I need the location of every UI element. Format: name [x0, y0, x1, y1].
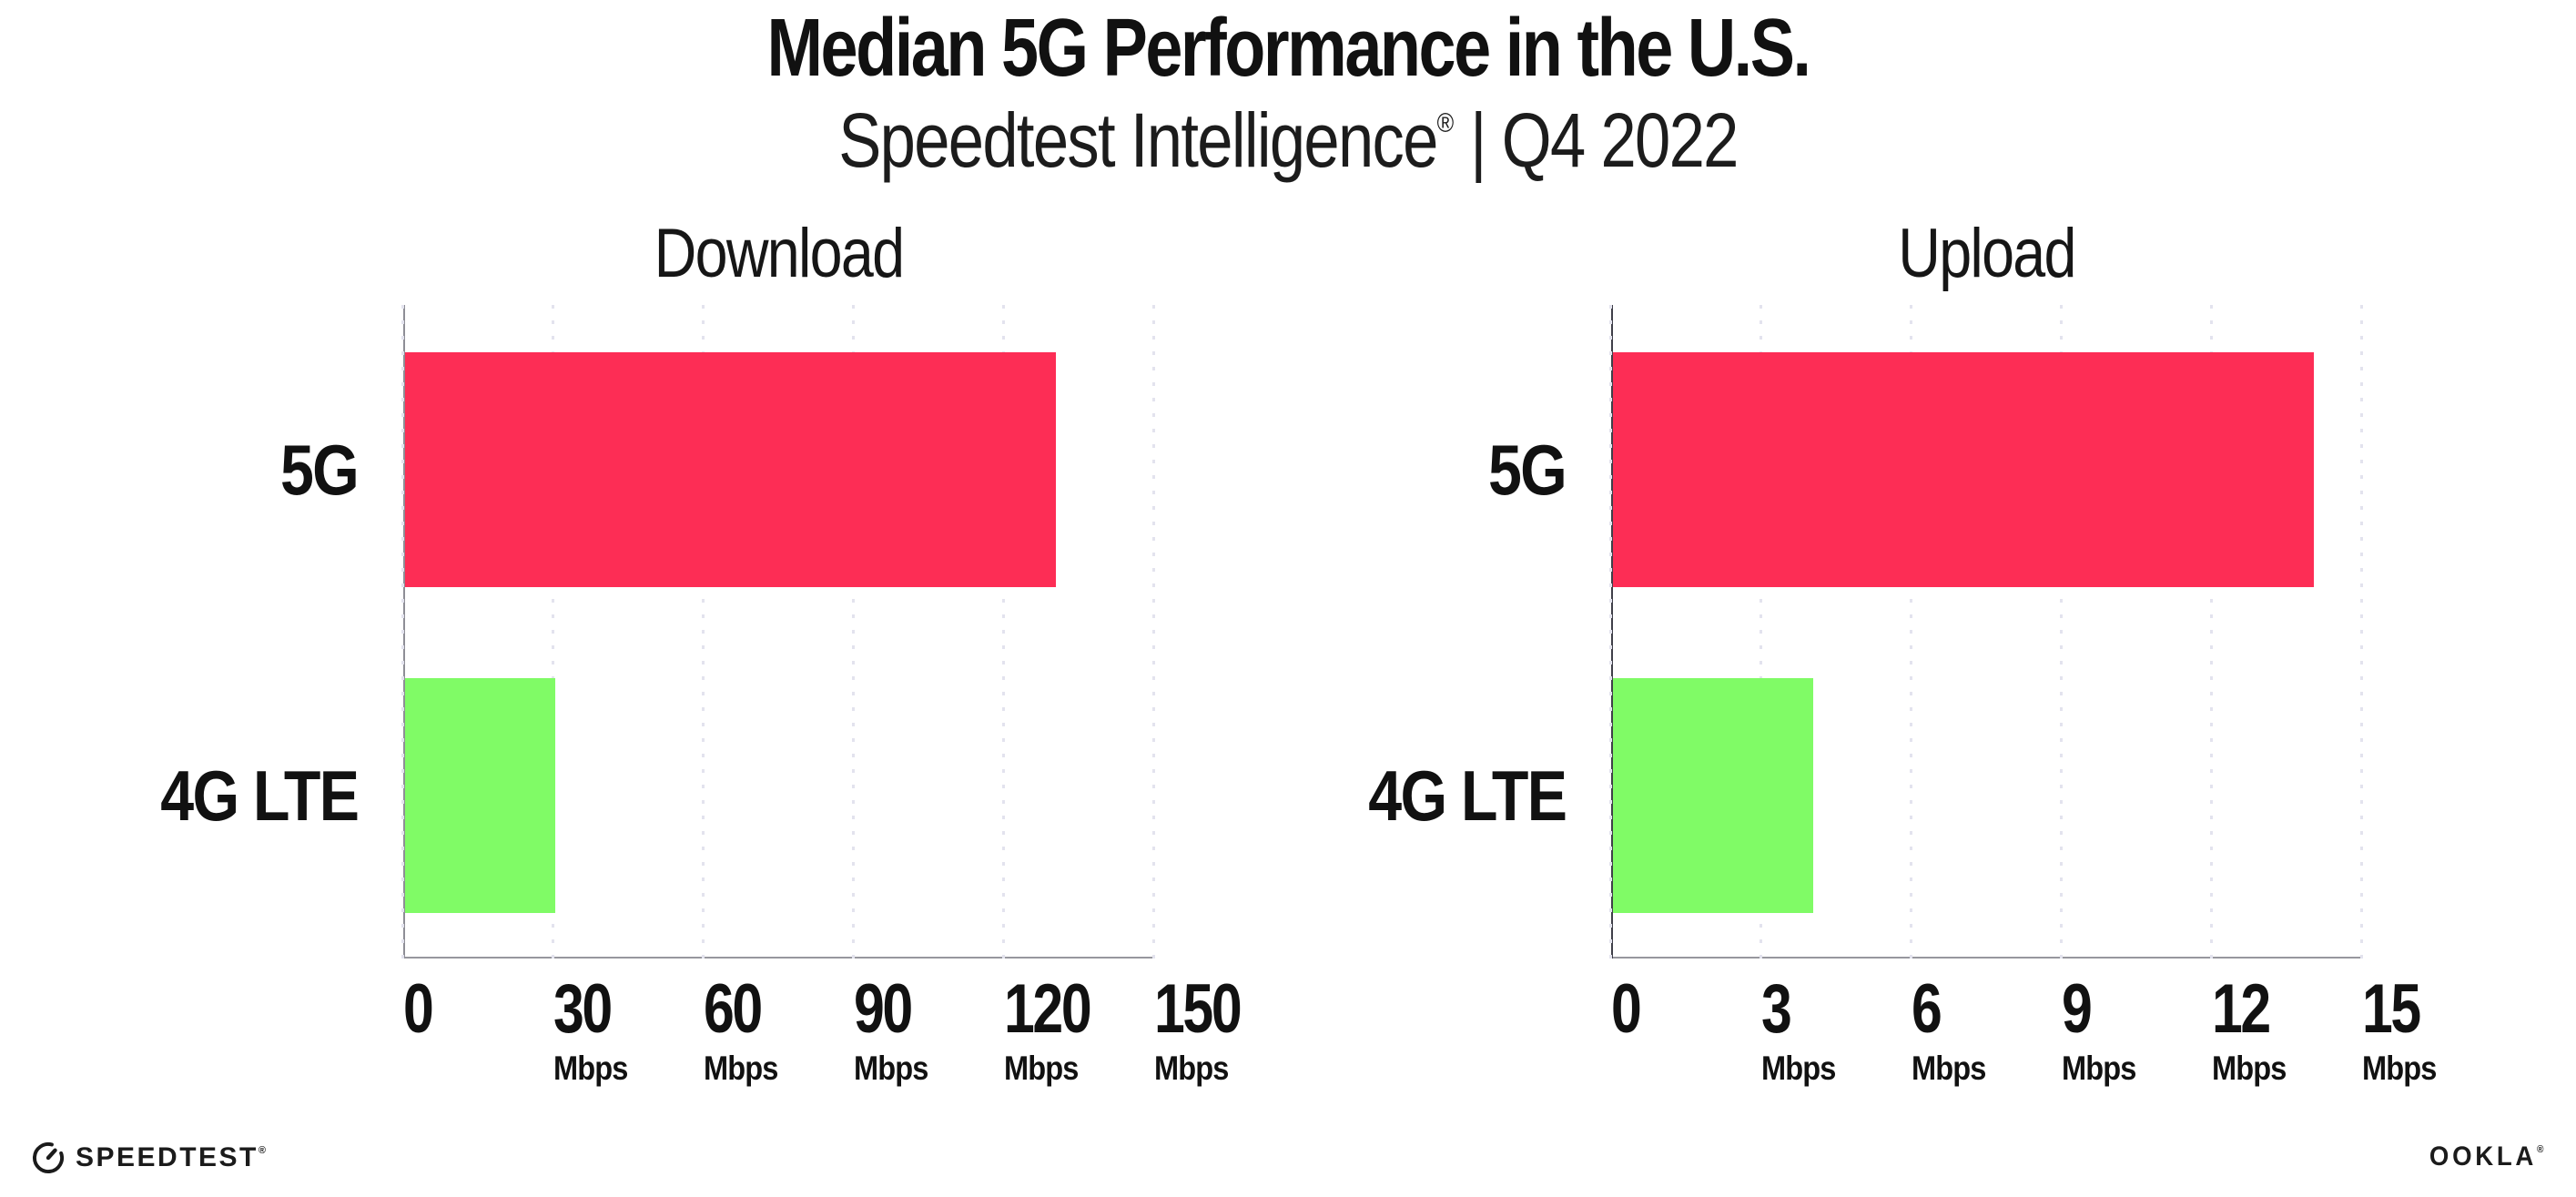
download-chart-title: Download — [654, 215, 905, 292]
page-subtitle: Speedtest Intelligence® | Q4 2022 — [206, 89, 2369, 178]
category-label-4g-lte: 4G LTE — [1368, 756, 1567, 836]
gridline — [1910, 305, 1912, 959]
bar-5g — [405, 352, 1056, 587]
category-label-5g: 5G — [1487, 430, 1567, 510]
x-axis-line — [403, 957, 1154, 959]
subtitle-period: | Q4 2022 — [1454, 97, 1739, 183]
gridline — [2360, 305, 2363, 959]
bar-4g-lte — [405, 678, 555, 913]
header: Median 5G Performance in the U.S. Speedt… — [0, 0, 2576, 178]
y-axis-line — [1611, 305, 1613, 959]
registered-mark-icon: ® — [1436, 108, 1455, 138]
y-axis-line — [403, 305, 405, 959]
page-title: Median 5G Performance in the U.S. — [766, 3, 1810, 94]
ookla-logo: OOKLA® — [2429, 1143, 2543, 1171]
subtitle-brand: Speedtest Intelligence — [838, 97, 1438, 183]
gridline — [1152, 305, 1155, 959]
bar-5g — [1613, 352, 2314, 587]
speedtest-registered-icon: ® — [258, 1145, 266, 1156]
speedtest-text: SPEEDTEST — [76, 1142, 259, 1172]
gridline — [702, 305, 705, 959]
upload-chart: Upload 0 3 Mbps 6 Mbps 9 Mbps 12 Mbps 15 Mbps 5G 4G … — [1368, 215, 2437, 1087]
x-axis-line — [1611, 957, 2362, 959]
gridline — [552, 305, 554, 959]
upload-chart-title: Upload — [1898, 215, 2076, 292]
gridline — [852, 305, 855, 959]
category-label-4g-lte: 4G LTE — [160, 756, 360, 836]
speedtest-gauge-icon — [33, 1142, 64, 1174]
speedtest-logo: SPEEDTEST® — [31, 1138, 266, 1178]
gridline — [1002, 305, 1005, 959]
gridline — [401, 305, 404, 959]
download-chart: Download 0 30 Mbps 60 Mbps 90 Mbps 120 Mbps 150 Mb… — [160, 215, 1242, 1087]
speedtest-wordmark: SPEEDTEST® — [76, 1144, 266, 1172]
bar-4g-lte — [1613, 678, 1813, 913]
ookla-text: OOKLA — [2429, 1141, 2537, 1172]
gridline — [2210, 305, 2213, 959]
gridline — [2060, 305, 2063, 959]
category-label-5g: 5G — [279, 430, 360, 510]
gridline — [1760, 305, 1762, 959]
ookla-registered-icon: ® — [2536, 1144, 2543, 1155]
gridline — [1609, 305, 1612, 959]
